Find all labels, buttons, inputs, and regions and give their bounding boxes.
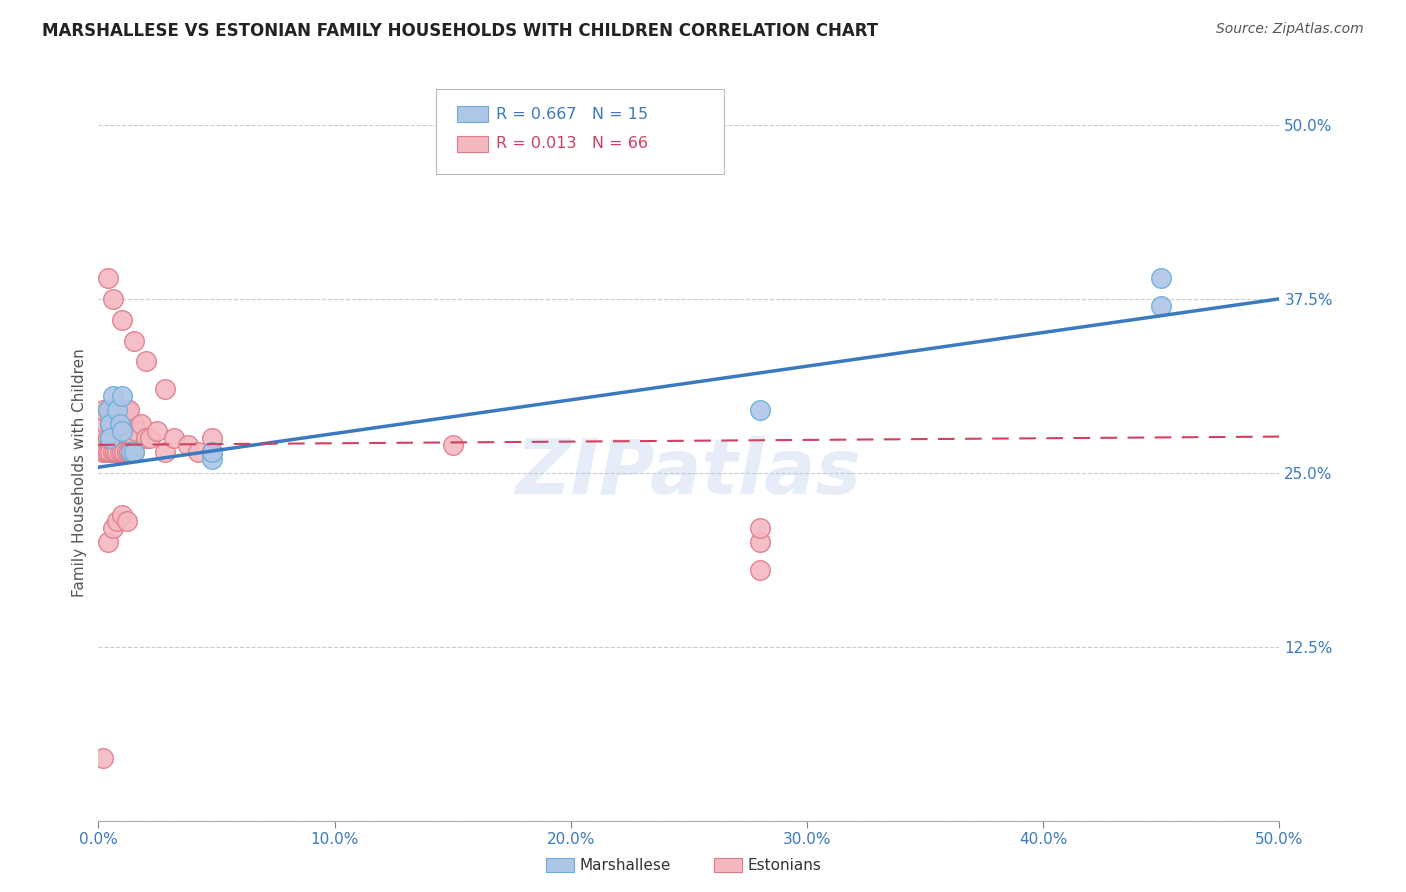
Point [108, 403, 131, 417]
Text: R = 0.013   N = 66: R = 0.013 N = 66 [496, 136, 648, 151]
Point [153, 445, 176, 459]
Point [201, 445, 224, 459]
Point [98, 417, 121, 431]
Point [98, 417, 121, 431]
Point [441, 438, 464, 452]
Point [105, 515, 128, 529]
Point [201, 431, 224, 445]
Point [97, 271, 120, 285]
Point [94, 445, 117, 459]
Point [91, 445, 114, 459]
Point [91, 751, 114, 765]
Point [108, 445, 131, 459]
Point [118, 403, 141, 417]
Y-axis label: Family Households with Children: Family Households with Children [72, 349, 87, 597]
Point [153, 382, 176, 396]
Point [108, 424, 131, 438]
Point [201, 451, 224, 466]
Point [111, 312, 134, 326]
Point [98, 403, 121, 417]
Point [135, 354, 157, 368]
Point [748, 563, 770, 577]
Point [105, 431, 128, 445]
Point [122, 445, 145, 459]
Text: R = 0.667   N = 15: R = 0.667 N = 15 [496, 107, 648, 121]
Point [146, 424, 169, 438]
Point [111, 389, 134, 403]
Point [129, 417, 152, 431]
Point [105, 403, 128, 417]
Point [163, 431, 186, 445]
Point [187, 445, 209, 459]
Text: MARSHALLESE VS ESTONIAN FAMILY HOUSEHOLDS WITH CHILDREN CORRELATION CHART: MARSHALLESE VS ESTONIAN FAMILY HOUSEHOLD… [42, 22, 879, 40]
Point [118, 424, 141, 438]
Point [1150, 271, 1173, 285]
Point [101, 521, 124, 535]
Text: Source: ZipAtlas.com: Source: ZipAtlas.com [1216, 22, 1364, 37]
Point [748, 535, 770, 549]
Point [101, 445, 124, 459]
Point [111, 445, 134, 459]
Text: Marshallese: Marshallese [579, 858, 671, 872]
Point [1150, 299, 1173, 313]
Point [201, 445, 224, 459]
Point [121, 445, 143, 459]
Point [108, 417, 131, 431]
Point [97, 403, 120, 417]
Point [115, 515, 138, 529]
Point [122, 334, 145, 348]
Text: ZIPatlas: ZIPatlas [516, 436, 862, 509]
Text: Estonians: Estonians [748, 858, 823, 872]
Point [97, 535, 120, 549]
Point [122, 445, 145, 459]
Point [748, 521, 770, 535]
Point [97, 403, 120, 417]
Point [111, 417, 134, 431]
Point [91, 403, 114, 417]
Point [121, 445, 143, 459]
Point [139, 431, 162, 445]
Point [122, 417, 145, 431]
Point [112, 431, 135, 445]
Point [115, 445, 138, 459]
Point [105, 445, 128, 459]
Point [115, 403, 138, 417]
Point [101, 389, 124, 403]
Point [121, 431, 143, 445]
Point [97, 431, 120, 445]
Point [125, 424, 148, 438]
Point [101, 292, 124, 306]
Point [135, 431, 157, 445]
Point [98, 431, 121, 445]
Point [105, 403, 128, 417]
Point [748, 403, 770, 417]
Point [112, 403, 135, 417]
Point [118, 445, 141, 459]
Point [104, 445, 127, 459]
Point [101, 403, 124, 417]
Point [111, 508, 134, 522]
Point [111, 424, 134, 438]
Point [104, 417, 127, 431]
Point [177, 438, 200, 452]
Point [115, 417, 138, 431]
Point [97, 445, 120, 459]
Point [104, 403, 127, 417]
Point [94, 417, 117, 431]
Point [91, 431, 114, 445]
Point [112, 445, 135, 459]
Point [101, 431, 124, 445]
Point [98, 445, 121, 459]
Point [111, 403, 134, 417]
